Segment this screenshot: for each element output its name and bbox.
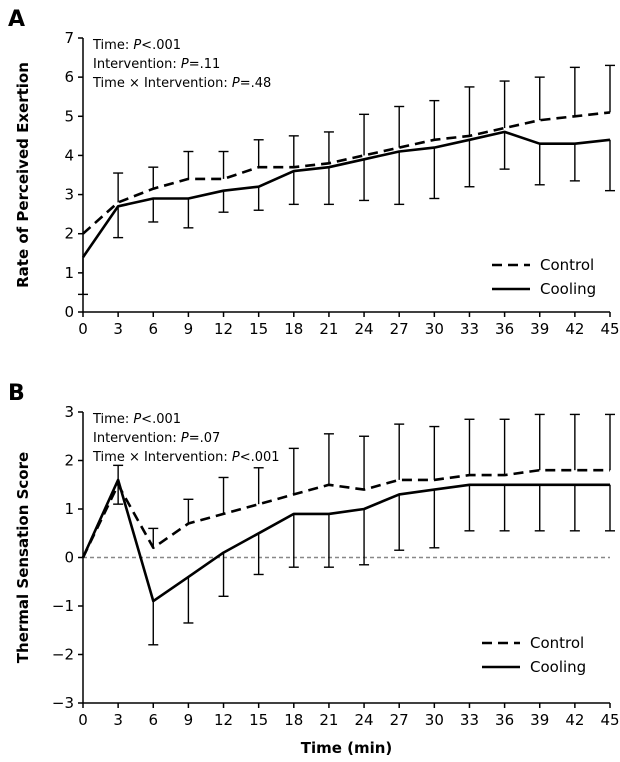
y-tick-label: 1 <box>64 500 74 518</box>
y-tick-label: 2 <box>64 225 74 243</box>
x-axis-label: Time (min) <box>301 739 393 757</box>
x-tick-label: 15 <box>249 320 268 338</box>
legend-label: Cooling <box>540 280 596 298</box>
y-tick-label: −2 <box>52 646 74 664</box>
x-tick-label: 36 <box>495 711 514 729</box>
series-line <box>81 130 611 258</box>
x-tick-label: 9 <box>184 711 194 729</box>
legend-label: Control <box>530 634 584 652</box>
x-tick-label: 18 <box>284 711 303 729</box>
y-tick-label: 1 <box>64 264 74 282</box>
y-tick-label: 0 <box>64 303 74 321</box>
x-tick-label: 36 <box>495 320 514 338</box>
series-line <box>81 468 610 559</box>
y-tick-label: 5 <box>64 107 74 125</box>
x-tick-label: 0 <box>78 711 88 729</box>
series-line <box>82 111 611 235</box>
y-tick-label: 2 <box>64 452 74 470</box>
x-tick-label: 42 <box>565 320 584 338</box>
x-tick-label: 0 <box>78 320 88 338</box>
series-control <box>82 64 615 235</box>
stat-annotation: Intervention: P=.11 <box>93 57 220 72</box>
stat-annotation: Time: P<.001 <box>92 38 181 53</box>
x-tick-label: 21 <box>319 711 338 729</box>
stat-annotation: Intervention: P=.07 <box>93 431 220 446</box>
x-tick-label: 30 <box>425 320 444 338</box>
x-tick-label: 42 <box>565 711 584 729</box>
x-tick-label: 3 <box>113 320 123 338</box>
y-tick-label: 7 <box>64 29 74 47</box>
x-tick-label: 6 <box>148 320 158 338</box>
y-tick-label: 6 <box>64 68 74 86</box>
x-tick-label: 24 <box>355 320 374 338</box>
panel-label: B <box>8 381 25 406</box>
legend-label: Control <box>540 256 594 274</box>
x-tick-label: 45 <box>600 711 619 729</box>
x-tick-label: 45 <box>600 320 619 338</box>
x-tick-label: 12 <box>214 320 233 338</box>
x-tick-label: 6 <box>148 711 158 729</box>
series-control <box>81 413 615 559</box>
y-tick-label: 0 <box>64 549 74 567</box>
stat-annotation: Time × Intervention: P=.48 <box>92 76 271 91</box>
x-tick-label: 18 <box>284 320 303 338</box>
x-tick-label: 12 <box>214 711 233 729</box>
series-line <box>81 478 610 603</box>
y-tick-label: 3 <box>64 403 74 421</box>
x-tick-label: 27 <box>390 711 409 729</box>
x-tick-label: 3 <box>113 711 123 729</box>
series-cooling <box>81 478 615 646</box>
legend-label: Cooling <box>530 658 586 676</box>
x-tick-label: 21 <box>319 320 338 338</box>
x-tick-label: 33 <box>460 711 479 729</box>
x-tick-label: 30 <box>425 711 444 729</box>
y-tick-label: 4 <box>64 146 74 164</box>
x-tick-label: 15 <box>249 711 268 729</box>
y-axis-label: Rate of Perceived Exertion <box>14 62 32 288</box>
x-tick-label: 33 <box>460 320 479 338</box>
x-tick-label: 27 <box>390 320 409 338</box>
y-tick-label: −1 <box>52 597 74 615</box>
x-tick-label: 24 <box>355 711 374 729</box>
x-tick-label: 39 <box>530 711 549 729</box>
stat-annotation: Time: P<.001 <box>92 412 181 427</box>
series-cooling <box>78 130 615 296</box>
y-axis-label: Thermal Sensation Score <box>14 452 32 663</box>
stat-annotation: Time × Intervention: P<.001 <box>92 450 280 465</box>
y-tick-label: 3 <box>64 186 74 204</box>
x-tick-label: 39 <box>530 320 549 338</box>
panel-label: A <box>8 7 25 32</box>
x-tick-label: 9 <box>184 320 194 338</box>
y-tick-label: −3 <box>52 694 74 712</box>
